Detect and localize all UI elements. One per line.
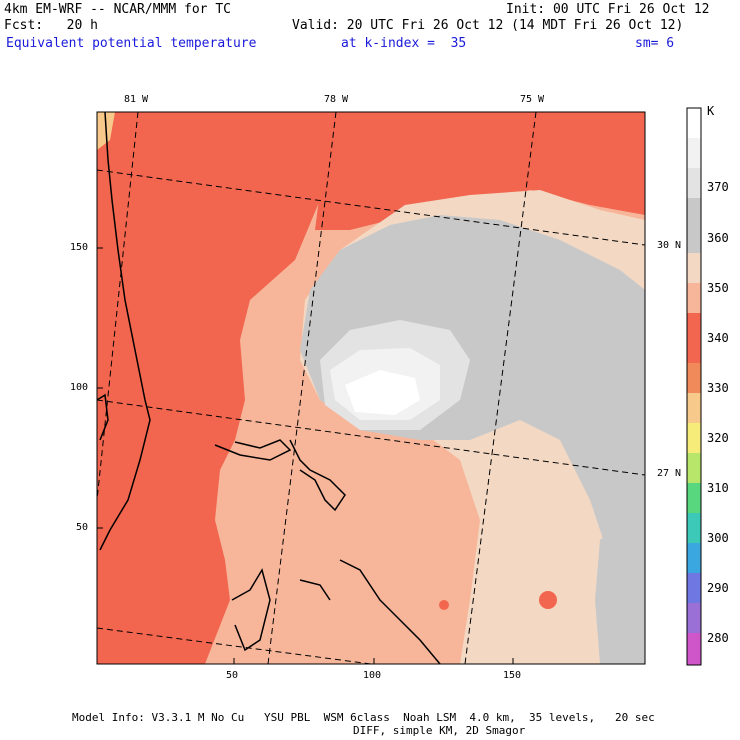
field-340-west xyxy=(97,112,330,664)
warm-spot xyxy=(439,600,449,610)
x-tick-label: 50 xyxy=(226,670,239,681)
grand-bahama xyxy=(214,439,292,461)
andros-island xyxy=(231,568,271,652)
x-tick-label: 100 xyxy=(363,670,382,681)
x-tick-label: 150 xyxy=(503,670,522,681)
y-tick-label: 100 xyxy=(70,382,89,393)
colorbar-label: 360 xyxy=(707,231,729,245)
lon-78w xyxy=(267,112,337,664)
eleuthera xyxy=(339,559,441,664)
field-375 xyxy=(345,370,420,415)
lat-label: 27 N xyxy=(657,468,682,479)
colorbar-label: 340 xyxy=(707,331,729,345)
field-360-core xyxy=(300,215,645,560)
y-tick-label: 50 xyxy=(76,522,89,533)
colorbar-label: 290 xyxy=(707,581,729,595)
lat-24n xyxy=(97,627,375,664)
warm-spot xyxy=(539,591,557,609)
abaco-island xyxy=(289,439,346,512)
smoothing-info: sm= 6 xyxy=(635,36,675,51)
colorbar-label: 300 xyxy=(707,531,729,545)
init-time: Init: 00 UTC Fri 26 Oct 12 xyxy=(506,2,710,17)
colorbar-label: 370 xyxy=(707,180,729,194)
colorbar-unit: K xyxy=(707,104,715,118)
y-tick-label: 150 xyxy=(70,242,89,253)
model-diffusion: DIFF, simple KM, 2D Smagor xyxy=(353,724,526,737)
lat-30n xyxy=(97,169,645,246)
lon-label: 78 W xyxy=(324,94,349,105)
latlon-grid xyxy=(97,112,645,664)
axis-ticks xyxy=(97,247,514,664)
florida-coast xyxy=(99,112,151,551)
level-info: at k-index = 35 xyxy=(341,36,467,51)
colorbar-label: 330 xyxy=(707,381,729,395)
lon-label: 81 W xyxy=(124,94,149,105)
theta-e-field xyxy=(97,112,645,664)
lon-label: 75 W xyxy=(520,94,545,105)
lake-outline xyxy=(97,393,109,441)
colorbar-label: 350 xyxy=(707,281,729,295)
model-info: Model Info: V3.3.1 M No Cu YSU PBL WSM 6… xyxy=(72,711,655,724)
colorbar xyxy=(686,107,702,666)
forecast-hour: Fcst: 20 h xyxy=(4,18,98,33)
lat-27n xyxy=(97,399,645,476)
colorbar-label: 280 xyxy=(707,631,729,645)
new-providence xyxy=(299,579,331,601)
colorbar-label: 310 xyxy=(707,481,729,495)
colorbar-label: 320 xyxy=(707,431,729,445)
field-340-north xyxy=(315,112,645,230)
lat-label: 30 N xyxy=(657,240,682,251)
valid-time: Valid: 20 UTC Fri 26 Oct 12 (14 MDT Fri … xyxy=(292,18,684,33)
lon-75w xyxy=(464,112,537,664)
field-name: Equivalent potential temperature xyxy=(6,36,257,51)
lon-81w xyxy=(97,112,139,501)
model-title: 4km EM-WRF -- NCAR/MMM for TC xyxy=(4,2,231,17)
field-360-southeast xyxy=(595,500,645,664)
coastlines xyxy=(97,112,441,664)
